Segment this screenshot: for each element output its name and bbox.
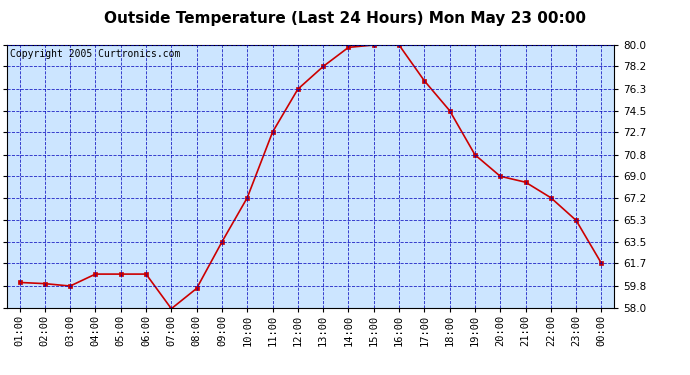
Text: Copyright 2005 Curtronics.com: Copyright 2005 Curtronics.com — [10, 49, 180, 59]
Text: Outside Temperature (Last 24 Hours) Mon May 23 00:00: Outside Temperature (Last 24 Hours) Mon … — [104, 11, 586, 26]
